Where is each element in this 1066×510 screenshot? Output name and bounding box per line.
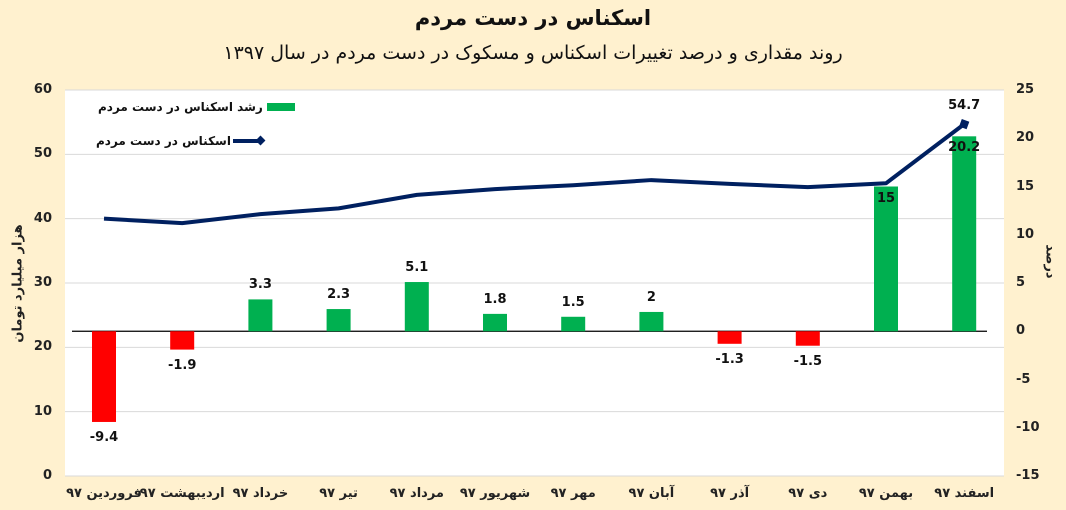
- legend-bar-swatch-icon: [266, 103, 295, 111]
- bar: [170, 331, 195, 350]
- x-tick-label: آذر ۹۷: [710, 486, 750, 501]
- left-tick-label: 20: [33, 339, 52, 355]
- bar: [952, 136, 977, 332]
- bar: [874, 186, 898, 332]
- right-tick-label: 0: [1016, 323, 1026, 339]
- x-tick-label: اسفند ۹۷: [934, 486, 995, 501]
- right-axis-title: درصد: [1042, 244, 1058, 279]
- x-tick-label: تیر ۹۷: [319, 486, 358, 501]
- x-tick-label: دی ۹۷: [788, 486, 828, 501]
- bar-value-label: -1.3: [715, 351, 744, 367]
- bar: [404, 282, 429, 332]
- right-tick-label: -15: [1016, 468, 1040, 483]
- x-tick-label: اردیبهشت ۹۷: [139, 486, 225, 501]
- left-tick-label: 50: [33, 146, 52, 162]
- bar: [639, 311, 664, 332]
- chart-subtitle: روند مقداری و درصد تغییرات اسکناس و مسکو…: [223, 42, 843, 64]
- bar-value-label: 3.3: [248, 277, 272, 293]
- right-tick-label: 25: [1016, 82, 1035, 97]
- bar-value-label: -9.4: [89, 429, 119, 445]
- x-tick-label: خرداد ۹۷: [232, 486, 289, 501]
- right-tick-label: -5: [1016, 371, 1031, 387]
- right-tick-label: 10: [1016, 226, 1035, 242]
- left-tick-label: 10: [33, 403, 52, 419]
- bar-value-label: 2: [646, 289, 656, 305]
- right-tick-label: 15: [1016, 178, 1035, 194]
- line-value-label: 54.7: [948, 98, 981, 114]
- x-tick-label: بهمن ۹۷: [858, 486, 914, 501]
- bar-value-label: 1.5: [561, 294, 585, 310]
- left-tick-label: 0: [42, 468, 52, 483]
- right-tick-label: 20: [1016, 130, 1035, 146]
- x-tick-label: آبان ۹۷: [628, 486, 675, 501]
- legend-line-label: اسکناس در دست مردم: [96, 134, 231, 148]
- left-tick-label: 60: [33, 82, 52, 97]
- bar: [483, 313, 507, 332]
- legend-bar-label: رشد اسکناس در دست مردم: [98, 100, 263, 114]
- bar-value-label: 15: [876, 190, 896, 206]
- x-tick-label: فروردین ۹۷: [66, 486, 142, 501]
- bar: [92, 331, 116, 422]
- x-tick-label: مرداد ۹۷: [389, 486, 444, 501]
- legend-item-bar: رشد اسکناس در دست مردم: [98, 100, 295, 114]
- bar-value-label: 20.2: [948, 140, 981, 156]
- left-axis-title: هزار میلیارد تومان: [10, 224, 26, 343]
- right-tick-label: 5: [1016, 275, 1026, 290]
- bar: [248, 299, 273, 332]
- bar: [717, 331, 742, 344]
- bar: [795, 331, 820, 346]
- line-end-marker-icon: [959, 118, 970, 130]
- legend-line-marker-icon: [232, 135, 266, 146]
- line-series: [103, 122, 966, 226]
- bar-value-label: 1.8: [483, 291, 507, 307]
- legend-item-line: اسکناس در دست مردم: [96, 134, 266, 148]
- left-tick-label: 30: [33, 275, 52, 290]
- left-tick-label: 40: [33, 210, 52, 226]
- right-tick-label: -10: [1016, 419, 1040, 435]
- x-tick-label: شهریور ۹۷: [459, 486, 531, 501]
- bar-value-label: -1.9: [167, 357, 197, 373]
- x-tick-label: مهر ۹۷: [550, 486, 596, 501]
- bar: [561, 316, 586, 332]
- bar-value-label: -1.5: [793, 353, 823, 369]
- bar: [326, 309, 351, 332]
- bar-value-label: 5.1: [405, 260, 429, 276]
- chart-title: اسکناس در دست مردم: [414, 6, 652, 30]
- bar-value-label: 2.3: [327, 287, 351, 303]
